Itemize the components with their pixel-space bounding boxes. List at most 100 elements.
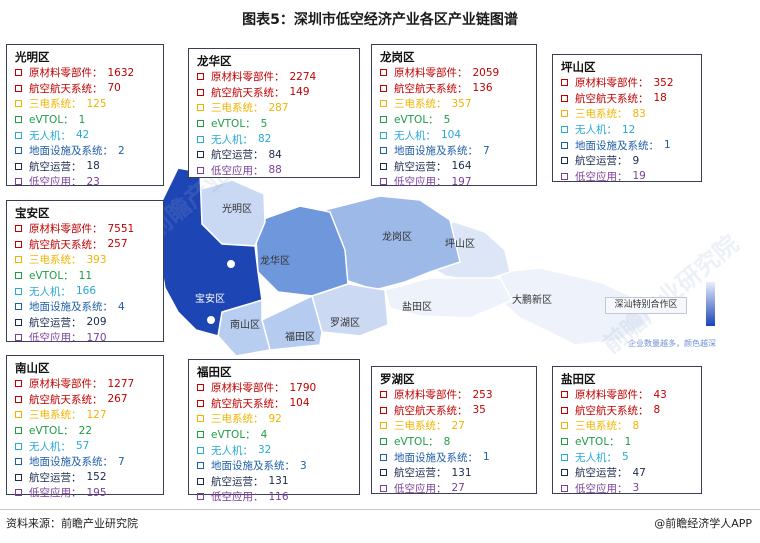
category-value: 287 xyxy=(268,101,289,114)
category-label: 三电系统： xyxy=(29,254,82,267)
map-marker-baoan-2 xyxy=(207,316,215,324)
category-label: eVTOL： xyxy=(575,436,620,449)
category-label: 航空航天系统： xyxy=(29,238,103,251)
category-label: eVTOL： xyxy=(29,425,74,438)
data-row: 三电系统： 287 xyxy=(197,100,353,116)
data-row: 低空应用： 170 xyxy=(15,330,157,346)
category-marker xyxy=(561,157,568,165)
category-marker xyxy=(197,493,204,501)
map-label-luohu: 罗湖区 xyxy=(330,317,360,329)
category-label: eVTOL： xyxy=(394,114,439,127)
category-marker xyxy=(197,384,204,392)
data-row: 低空应用： 197 xyxy=(380,174,530,190)
category-label: 低空应用： xyxy=(211,164,264,177)
district-name: 罗湖区 xyxy=(380,372,415,386)
data-row: 原材料零部件： 43 xyxy=(561,387,695,403)
credit-note: @前瞻经济学人APP xyxy=(654,517,752,530)
category-label: 原材料零部件： xyxy=(211,71,285,84)
category-label: 原材料零部件： xyxy=(29,378,103,391)
data-row: 低空应用： 116 xyxy=(197,489,353,505)
category-value: 1 xyxy=(624,435,632,448)
category-value: 18 xyxy=(86,160,100,173)
category-marker xyxy=(380,391,387,399)
category-value: 23 xyxy=(86,175,100,188)
data-row: 地面设施及系统： 7 xyxy=(15,454,157,470)
data-row: 航空运营： 131 xyxy=(380,465,530,481)
map-marker-baoan xyxy=(227,260,235,268)
category-marker xyxy=(15,303,22,311)
category-marker xyxy=(15,147,22,155)
category-value: 8 xyxy=(632,419,640,432)
category-marker xyxy=(380,69,387,77)
category-marker xyxy=(197,120,204,128)
category-marker xyxy=(380,84,387,92)
category-label: 原材料零部件： xyxy=(29,67,103,80)
category-marker xyxy=(15,458,22,466)
data-row: 地面设施及系统： 7 xyxy=(380,143,530,159)
category-value: 393 xyxy=(86,253,107,266)
category-value: 166 xyxy=(76,285,97,298)
data-row: 低空应用： 195 xyxy=(15,485,157,501)
category-label: 低空应用： xyxy=(394,176,447,189)
data-row: 航空运营： 18 xyxy=(15,159,157,175)
category-label: 三电系统： xyxy=(394,98,447,111)
category-marker xyxy=(380,453,387,461)
category-value: 4 xyxy=(118,300,125,313)
data-row: 航空航天系统： 257 xyxy=(15,237,157,253)
data-row: 地面设施及系统： 3 xyxy=(197,458,353,474)
category-label: 低空应用： xyxy=(575,170,628,183)
category-label: 原材料零部件： xyxy=(394,67,468,80)
category-marker xyxy=(15,131,22,139)
district-name: 光明区 xyxy=(15,50,50,64)
data-row: 低空应用： 19 xyxy=(561,169,695,185)
data-row: 地面设施及系统： 2 xyxy=(15,143,157,159)
category-label: 航空航天系统： xyxy=(394,404,468,417)
data-row: eVTOL： 1 xyxy=(561,434,695,450)
data-row: 地面设施及系统： 4 xyxy=(15,299,157,315)
data-row: 航空航天系统： 104 xyxy=(197,396,353,412)
category-value: 88 xyxy=(268,164,282,177)
category-value: 2059 xyxy=(472,66,500,79)
data-row: 原材料零部件： 253 xyxy=(380,387,530,403)
category-marker xyxy=(197,477,204,485)
category-marker xyxy=(561,422,568,430)
data-row: 原材料零部件： 352 xyxy=(561,75,695,91)
map-region-yantian xyxy=(384,277,514,319)
map-region-baoan xyxy=(157,167,263,337)
color-scale-note: 企业数量越多，颜色越深 xyxy=(628,339,716,348)
data-row: 地面设施及系统： 1 xyxy=(380,449,530,465)
color-scale-legend xyxy=(706,282,715,326)
category-marker xyxy=(15,489,22,497)
category-marker xyxy=(15,395,22,403)
data-row: 三电系统： 92 xyxy=(197,411,353,427)
category-marker xyxy=(15,225,22,233)
category-label: 低空应用： xyxy=(394,482,447,495)
data-row: eVTOL： 5 xyxy=(197,116,353,132)
category-label: 地面设施及系统： xyxy=(211,460,295,473)
category-value: 8 xyxy=(653,404,661,417)
category-label: 航空运营： xyxy=(29,316,82,329)
category-value: 12 xyxy=(622,123,636,136)
category-label: eVTOL： xyxy=(211,429,256,442)
category-label: 地面设施及系统： xyxy=(394,145,478,158)
district-panel-longhua: 龙华区 原材料零部件： 2274 航空航天系统： 149 三电系统： 287 eVTOL： 5 无… xyxy=(188,48,360,178)
map-label-dapeng: 大鹏新区 xyxy=(512,293,552,306)
data-row: 无人机： 32 xyxy=(197,442,353,458)
category-marker xyxy=(197,166,204,174)
category-label: 航空航天系统： xyxy=(211,86,285,99)
category-value: 92 xyxy=(268,412,282,425)
category-marker xyxy=(380,131,387,139)
category-marker xyxy=(197,151,204,159)
category-marker xyxy=(15,427,22,435)
category-marker xyxy=(15,162,22,170)
district-panel-luohu: 罗湖区 原材料零部件： 253 航空航天系统： 35 三电系统： 27 eVTOL： 8 地面设施… xyxy=(371,366,537,495)
category-value: 82 xyxy=(258,133,272,146)
category-label: 低空应用： xyxy=(29,487,82,500)
category-label: 低空应用： xyxy=(211,491,264,504)
category-value: 5 xyxy=(260,117,268,130)
category-marker xyxy=(15,69,22,77)
category-label: 地面设施及系统： xyxy=(29,456,113,469)
category-label: 航空运营： xyxy=(211,149,264,162)
map-label-yantian: 盐田区 xyxy=(402,300,432,313)
data-row: eVTOL： 11 xyxy=(15,268,157,284)
